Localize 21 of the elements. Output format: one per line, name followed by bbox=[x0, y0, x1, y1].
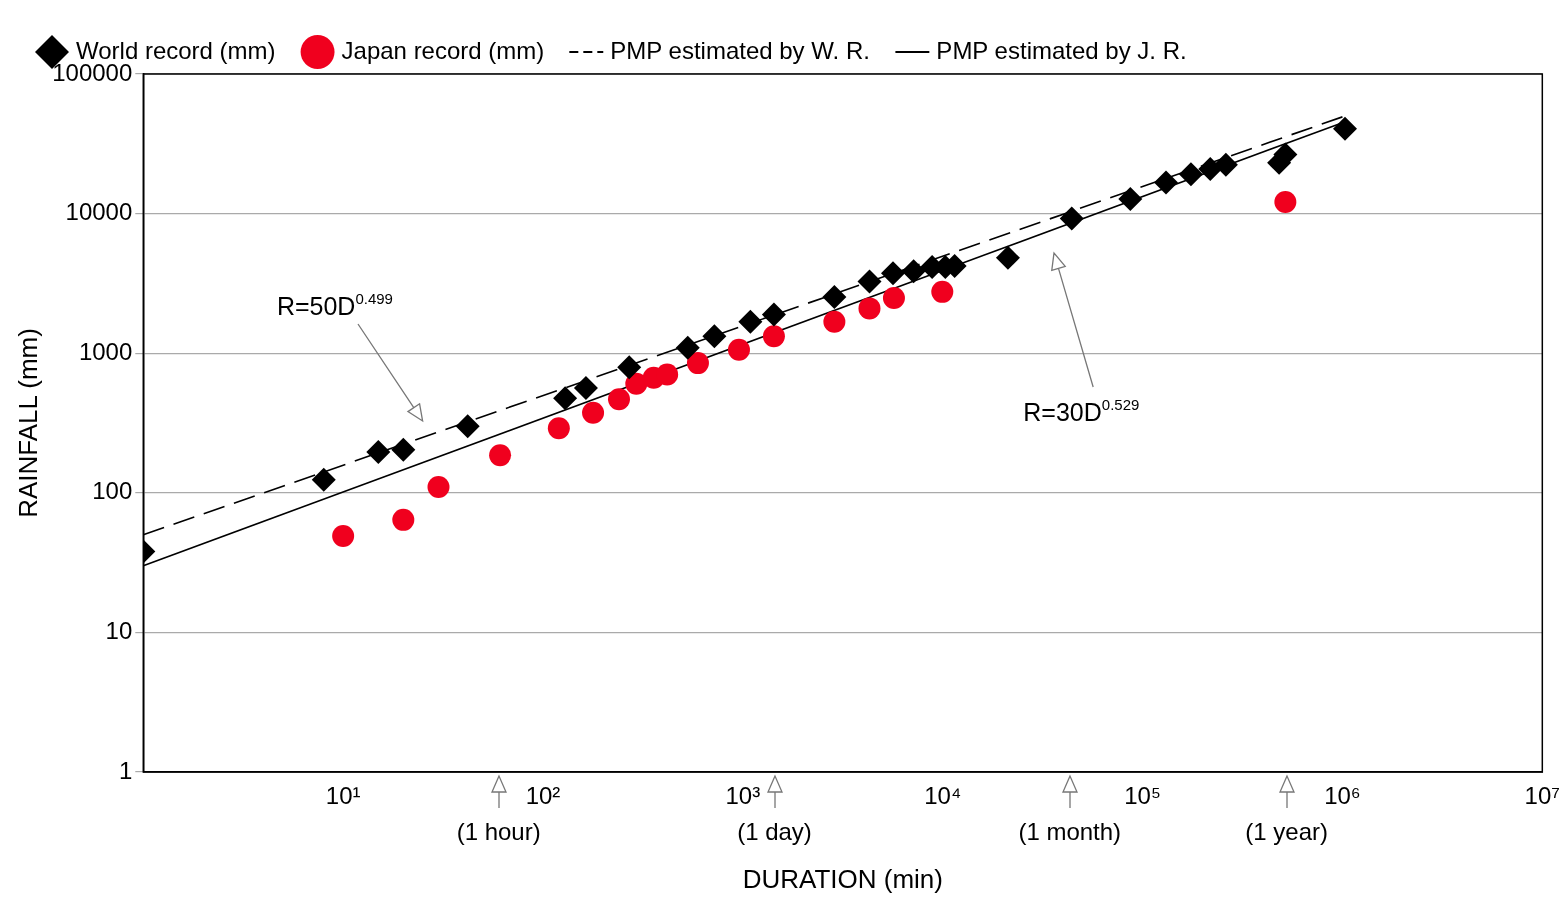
annotation: (1 month) bbox=[1018, 818, 1122, 845]
y-tick-label: 10000 bbox=[65, 198, 133, 226]
x-tick-label: 10⁴ bbox=[924, 782, 962, 810]
x-tick-label: 10¹ bbox=[325, 782, 361, 810]
legend-label: PMP estimated by J. R. bbox=[936, 36, 1187, 64]
y-tick-label: 100 bbox=[92, 477, 133, 505]
x-tick-label: 10⁷ bbox=[1524, 782, 1561, 810]
y-tick-label: 10 bbox=[105, 617, 133, 645]
annotation: (1 day) bbox=[737, 818, 812, 845]
y-tick-label: 1000 bbox=[78, 337, 133, 365]
x-tick-label: 10⁵ bbox=[1124, 782, 1161, 810]
y-axis-title: RAINFALL (mm) bbox=[12, 328, 43, 518]
annotation: (1 hour) bbox=[456, 818, 541, 845]
x-axis-title: DURATION (min) bbox=[742, 863, 943, 894]
x-tick-label: 10⁶ bbox=[1324, 782, 1361, 810]
legend-label: Japan record (mm) bbox=[341, 36, 545, 64]
x-tick-label: 10² bbox=[525, 782, 561, 810]
annotation: (1 year) bbox=[1245, 818, 1328, 845]
x-tick-label: 10³ bbox=[725, 782, 761, 810]
legend-label: PMP estimated by W. R. bbox=[610, 36, 870, 64]
y-tick-label: 1 bbox=[118, 756, 133, 784]
